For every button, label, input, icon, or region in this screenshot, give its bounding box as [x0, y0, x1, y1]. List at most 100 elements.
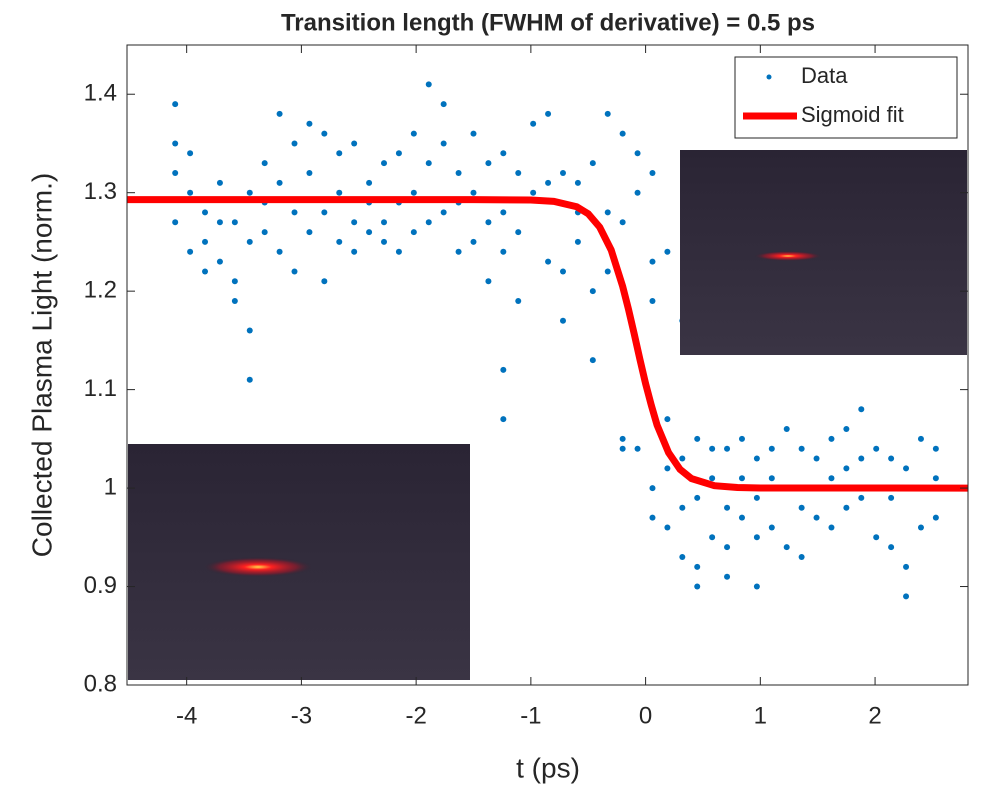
data-point [664, 524, 671, 531]
data-point [694, 583, 701, 590]
data-point [246, 327, 253, 334]
data-point [395, 248, 402, 255]
data-point [634, 445, 641, 452]
data-point [619, 445, 626, 452]
data-point [634, 189, 641, 196]
data-point [306, 170, 313, 176]
data-point [381, 160, 388, 167]
data-point [381, 238, 388, 245]
data-point [515, 170, 522, 176]
y-tick-label: 0.9 [84, 572, 117, 599]
data-point [753, 534, 760, 541]
data-point [470, 130, 477, 137]
data-point [321, 209, 328, 216]
data-point [559, 317, 566, 324]
data-point [321, 278, 328, 285]
legend: Data Sigmoid fit [734, 56, 958, 139]
data-point [231, 278, 238, 285]
data-point [485, 219, 492, 226]
data-point [231, 298, 238, 304]
data-point [351, 219, 358, 226]
legend-label: Sigmoid fit [801, 102, 904, 127]
data-point [545, 258, 552, 265]
data-point [753, 583, 760, 590]
data-point [276, 110, 283, 117]
data-point [395, 150, 402, 157]
y-tick-label: 1.2 [84, 276, 117, 303]
data-point [172, 140, 179, 147]
data-point [470, 238, 477, 245]
data-point [440, 140, 447, 147]
data-point [410, 130, 417, 137]
data-point [351, 248, 358, 255]
data-point [306, 229, 313, 236]
data-point [858, 406, 865, 413]
data-point [336, 238, 343, 245]
data-point [485, 278, 492, 285]
data-point [202, 268, 209, 275]
data-point [216, 179, 223, 186]
data-point [172, 101, 179, 108]
y-tick-label: 1.1 [84, 375, 117, 402]
data-point [873, 534, 880, 541]
data-point [828, 435, 835, 442]
data-point [500, 366, 507, 373]
data-point [470, 189, 477, 196]
data-point [828, 524, 835, 531]
data-point [455, 248, 462, 255]
x-axis-label: t (ps) [516, 752, 580, 783]
data-point [485, 160, 492, 167]
data-point [694, 494, 701, 501]
data-point [932, 475, 939, 482]
data-point [932, 445, 939, 452]
data-point [783, 426, 790, 432]
data-point [216, 258, 223, 265]
data-point [425, 81, 432, 88]
data-point [261, 229, 268, 236]
data-point [724, 573, 731, 580]
legend-box [734, 56, 958, 139]
x-tick-label: -4 [176, 702, 197, 729]
data-point [709, 445, 716, 452]
data-point [843, 504, 850, 511]
insets [128, 150, 967, 680]
data-point [336, 189, 343, 196]
data-point [694, 435, 701, 442]
data-point [515, 229, 522, 236]
data-point [813, 455, 820, 462]
data-point [276, 248, 283, 255]
data-point [545, 110, 552, 117]
data-point [649, 258, 656, 265]
data-point [306, 120, 313, 127]
data-point [291, 140, 298, 147]
data-point [753, 455, 760, 462]
y-tick-label: 1.4 [84, 80, 117, 107]
data-point [336, 150, 343, 157]
x-tick-label: -1 [520, 702, 541, 729]
data-point [843, 465, 850, 472]
data-point [246, 376, 253, 383]
data-point [738, 435, 745, 442]
data-point [574, 238, 581, 245]
ticks: -4 -3 -2 -1 0 1 2 0.8 0.9 1 1.1 1.2 1.3 1.4 [84, 45, 968, 729]
data-point [679, 504, 686, 511]
data-point [679, 554, 686, 560]
data-point [619, 219, 626, 226]
data-point [604, 110, 611, 117]
data-point [500, 150, 507, 157]
data-point [515, 298, 522, 304]
plasma-glow [203, 557, 313, 577]
data-point [291, 268, 298, 275]
data-point [858, 455, 865, 462]
legend-marker [766, 74, 772, 80]
data-point [694, 563, 701, 570]
data-point [559, 170, 566, 176]
data-point [604, 268, 611, 275]
data-point [455, 170, 462, 176]
y-tick-label: 1.3 [84, 178, 117, 205]
data-point [768, 524, 775, 531]
data-point [559, 268, 566, 275]
plasma-glow [754, 251, 822, 261]
data-point [903, 563, 910, 570]
